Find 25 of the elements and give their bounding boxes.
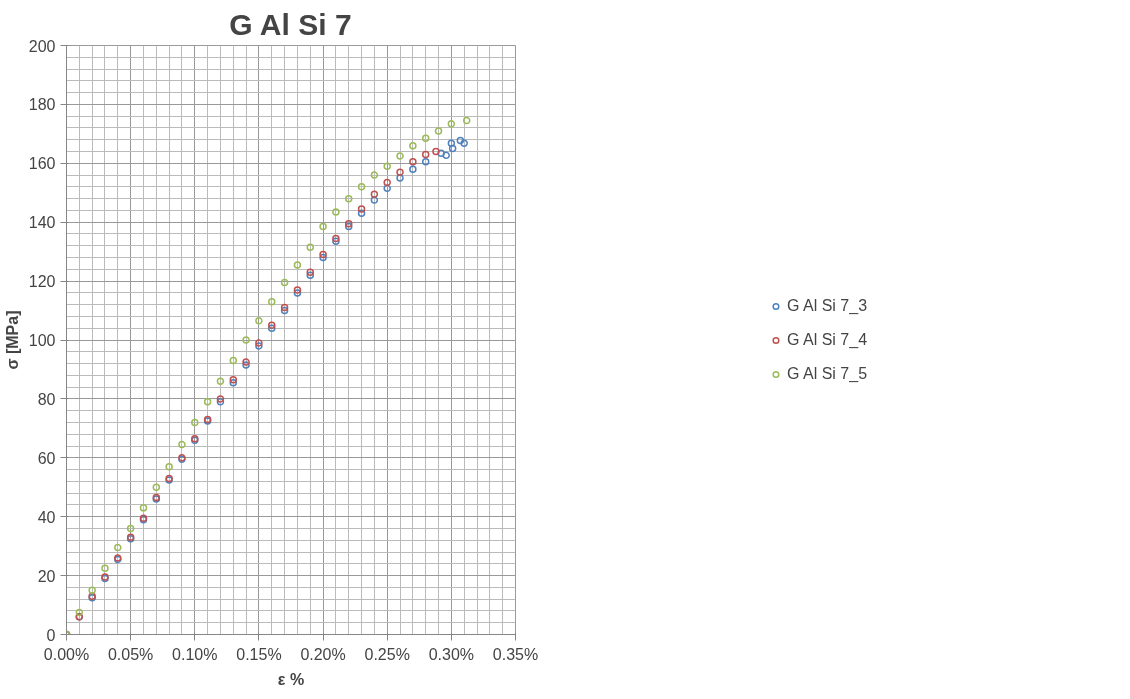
legend-label: G Al Si 7_4 xyxy=(786,330,868,349)
y-tick-label: 160 xyxy=(28,155,56,173)
y-tick-label: 120 xyxy=(28,273,56,291)
y-tick-label: 100 xyxy=(28,332,56,349)
x-tick-label: 0.00% xyxy=(43,645,90,663)
x-tick-label: 0.25% xyxy=(364,645,410,663)
x-tick-label: 0.35% xyxy=(492,645,539,663)
y-tick-label: 20 xyxy=(37,567,56,585)
x-tick-label: 0.20% xyxy=(300,645,346,663)
legend-label: G Al Si 7_3 xyxy=(786,296,868,315)
y-tick-label: 40 xyxy=(37,508,56,526)
y-tick-label: 0 xyxy=(46,626,56,644)
chart-title: G Al Si 7 xyxy=(229,7,352,41)
y-tick-label: 80 xyxy=(37,390,56,408)
x-tick-label: 0.15% xyxy=(236,645,282,663)
legend-label: G Al Si 7_5 xyxy=(786,364,868,383)
x-tick-label: 0.10% xyxy=(172,645,218,663)
y-tick-label: 200 xyxy=(28,37,56,55)
y-axis-title: σ [MPa] xyxy=(3,310,21,370)
y-tick-label: 180 xyxy=(28,96,56,114)
x-axis-title: ε % xyxy=(277,670,305,688)
y-tick-label: 140 xyxy=(28,214,56,232)
y-tick-label: 60 xyxy=(37,449,56,467)
x-tick-label: 0.30% xyxy=(428,645,475,663)
x-tick-label: 0.05% xyxy=(107,645,154,663)
